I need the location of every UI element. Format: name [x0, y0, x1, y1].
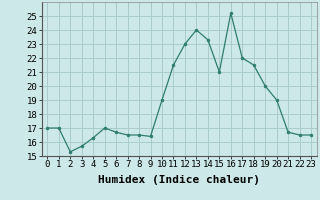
X-axis label: Humidex (Indice chaleur): Humidex (Indice chaleur) — [98, 175, 260, 185]
